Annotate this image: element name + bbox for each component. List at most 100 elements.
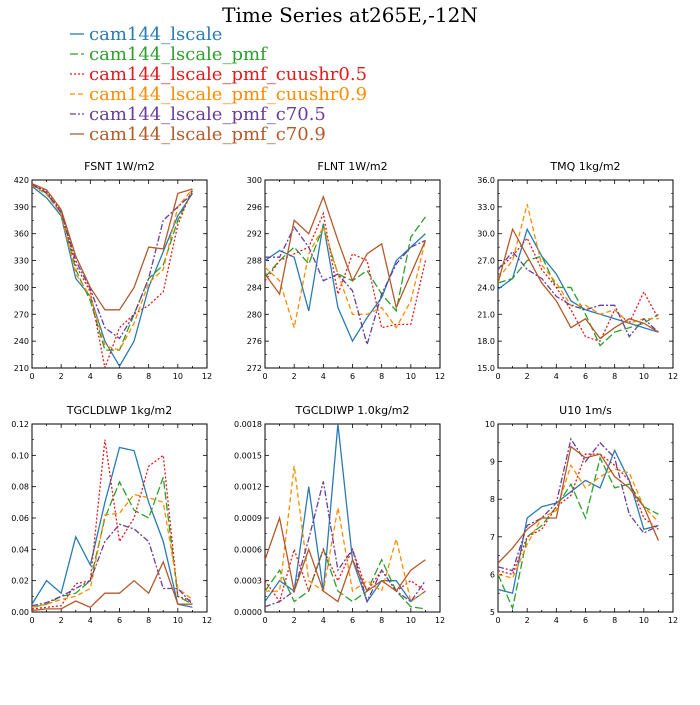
series-line xyxy=(265,223,426,343)
series-line xyxy=(32,185,193,368)
y-tick-label: 280 xyxy=(247,310,262,319)
y-tick-label: 296 xyxy=(247,203,262,212)
series-line xyxy=(32,182,193,311)
x-tick-label: 4 xyxy=(321,616,326,625)
series-line xyxy=(498,453,659,576)
panel-title: FLNT 1W/m2 xyxy=(317,160,387,173)
x-tick-label: 6 xyxy=(117,616,122,625)
figure-title: Time Series at265E,-12N xyxy=(222,3,478,27)
x-tick-label: 4 xyxy=(554,372,559,381)
y-tick-label: 0.0003 xyxy=(234,577,262,586)
y-tick-label: 21.0 xyxy=(477,310,495,319)
x-tick-label: 0 xyxy=(495,372,500,381)
x-tick-label: 6 xyxy=(350,372,355,381)
series-line xyxy=(265,211,427,329)
x-tick-label: 4 xyxy=(88,372,93,381)
x-tick-label: 12 xyxy=(202,616,212,625)
x-tick-label: 8 xyxy=(146,616,151,625)
y-tick-label: 420 xyxy=(14,176,29,185)
series-line xyxy=(265,225,426,347)
series-line xyxy=(498,255,659,347)
y-tick-label: 6 xyxy=(490,570,495,579)
y-tick-label: 292 xyxy=(247,230,262,239)
x-tick-label: 0 xyxy=(262,372,267,381)
panel-title: TMQ 1kg/m2 xyxy=(549,160,620,173)
series-line xyxy=(265,547,426,604)
plot-frame xyxy=(31,423,208,613)
y-tick-label: 0.00 xyxy=(11,608,29,617)
x-tick-label: 2 xyxy=(59,372,64,381)
x-tick-label: 4 xyxy=(88,616,93,625)
y-tick-label: 270 xyxy=(14,310,29,319)
series-line xyxy=(32,560,193,612)
legend-entry: cam144_lscale_pmf xyxy=(89,44,268,65)
y-tick-label: 0.08 xyxy=(11,483,29,492)
y-tick-label: 0.0012 xyxy=(234,483,262,492)
x-tick-label: 10 xyxy=(639,372,649,381)
series-line xyxy=(498,250,659,338)
y-tick-label: 360 xyxy=(14,230,29,239)
x-tick-label: 8 xyxy=(379,372,384,381)
y-tick-label: 15.0 xyxy=(477,364,495,373)
x-tick-label: 6 xyxy=(350,616,355,625)
chart-panel: U10 1m/s 0 2 4 6 8 10 12 5 6 7 8 9 10 xyxy=(485,404,678,625)
series-line xyxy=(265,465,426,603)
chart-panel: FLNT 1W/m2 0 2 4 6 8 10 12 272 276 280 284 288 292 296… xyxy=(247,160,445,381)
series-line xyxy=(32,183,193,340)
series-line xyxy=(32,439,193,610)
y-tick-label: 0.06 xyxy=(11,514,29,523)
chart-panel: TGCLDIWP 1.0kg/m2 0 2 4 6 8 10 12 0.0000 0.0003 0.… xyxy=(234,404,445,625)
series-line xyxy=(32,493,193,608)
chart-panel: FSNT 1W/m2 0 2 4 6 8 10 12 210 240 270 300 330 360 390… xyxy=(14,160,212,381)
y-tick-label: 36.0 xyxy=(477,176,495,185)
y-tick-label: 0.0015 xyxy=(234,451,262,460)
y-tick-label: 330 xyxy=(14,257,29,266)
x-tick-label: 10 xyxy=(639,616,649,625)
series-line xyxy=(32,523,193,607)
y-tick-label: 0.12 xyxy=(11,420,29,429)
plot-frame xyxy=(264,423,441,613)
y-tick-label: 33.0 xyxy=(477,203,495,212)
x-tick-label: 2 xyxy=(525,616,530,625)
y-tick-label: 30.0 xyxy=(477,230,495,239)
x-tick-label: 12 xyxy=(435,616,445,625)
panel-title: U10 1m/s xyxy=(559,404,612,417)
x-tick-label: 12 xyxy=(668,616,678,625)
y-tick-label: 8 xyxy=(490,495,495,504)
x-tick-label: 0 xyxy=(262,616,267,625)
panel-title: TGCLDLWP 1kg/m2 xyxy=(66,404,172,417)
y-tick-label: 18.0 xyxy=(477,337,495,346)
legend-entry: cam144_lscale_pmf_c70.5 xyxy=(89,104,326,125)
y-tick-label: 0.0018 xyxy=(234,420,262,429)
y-tick-label: 390 xyxy=(14,203,29,212)
series-line xyxy=(265,547,426,610)
y-tick-label: 24.0 xyxy=(477,283,495,292)
x-tick-label: 6 xyxy=(583,372,588,381)
x-tick-label: 12 xyxy=(435,372,445,381)
chart-panel: TMQ 1kg/m2 0 2 4 6 8 10 12 15.0 18.0 21.0 24.0 27.0 3… xyxy=(477,160,678,381)
x-tick-label: 2 xyxy=(292,616,297,625)
y-tick-label: 284 xyxy=(247,283,262,292)
y-tick-label: 27.0 xyxy=(477,257,495,266)
y-tick-label: 0.0006 xyxy=(234,545,262,554)
y-tick-label: 0.0009 xyxy=(234,514,262,523)
y-tick-label: 272 xyxy=(247,364,262,373)
y-tick-label: 0.10 xyxy=(11,451,29,460)
series-line xyxy=(265,194,427,310)
x-tick-label: 12 xyxy=(202,372,212,381)
x-tick-label: 2 xyxy=(292,372,297,381)
series-line xyxy=(265,481,426,608)
y-tick-label: 210 xyxy=(14,364,29,373)
x-tick-label: 8 xyxy=(146,372,151,381)
x-tick-label: 8 xyxy=(379,616,384,625)
panel-title: TGCLDIWP 1.0kg/m2 xyxy=(294,404,409,417)
series-line xyxy=(265,216,426,313)
series-line xyxy=(265,424,426,603)
series-line xyxy=(265,225,427,329)
x-tick-label: 6 xyxy=(583,616,588,625)
legend-entry: cam144_lscale xyxy=(89,24,222,45)
plot-frame xyxy=(497,179,674,369)
y-tick-label: 7 xyxy=(490,533,495,542)
